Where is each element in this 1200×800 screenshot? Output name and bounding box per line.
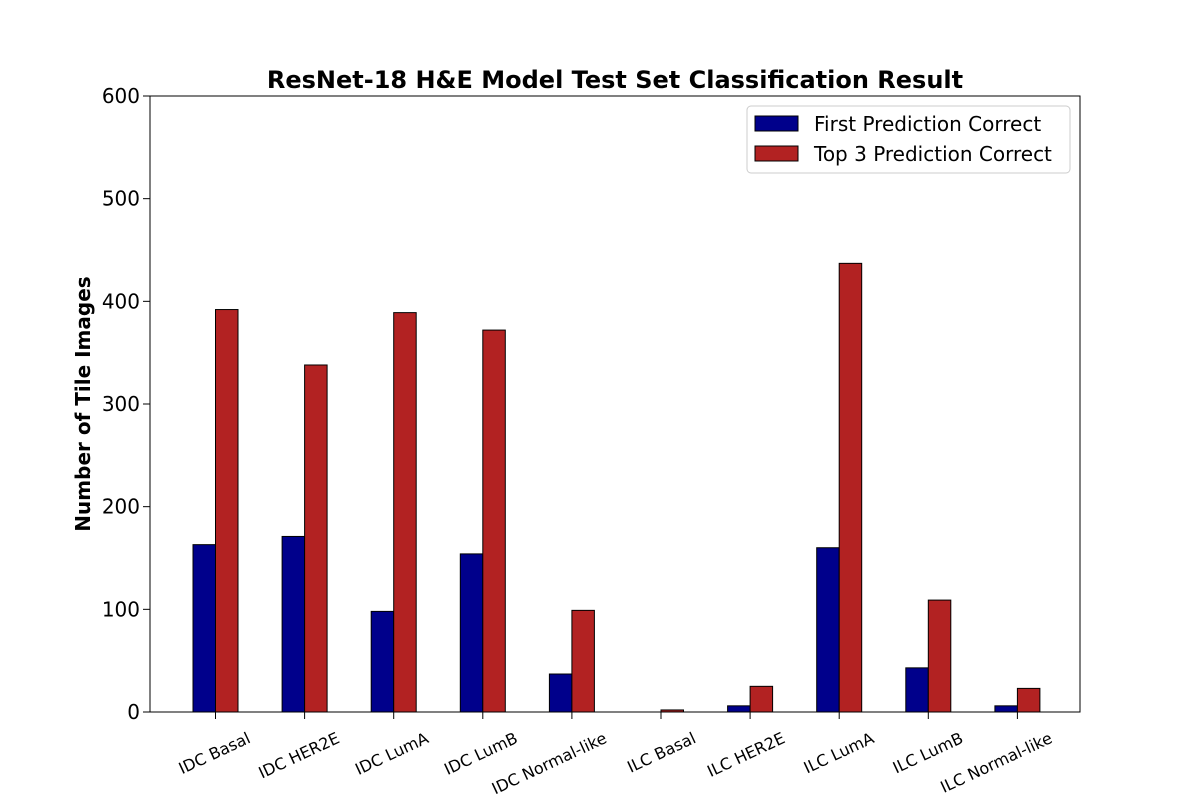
y-tick-label: 200 — [102, 495, 140, 519]
bar-first-prediction — [459, 553, 484, 713]
legend-swatch-top3-prediction — [754, 145, 799, 162]
x-tick-label: ILC HER2E — [704, 728, 788, 780]
bar-top3-prediction — [927, 599, 952, 713]
y-axis-label: Number of Tile Images — [71, 276, 95, 531]
bar-top3-prediction — [1016, 687, 1041, 713]
x-tick-label: ILC Basal — [624, 728, 698, 776]
y-tick-label: 600 — [102, 84, 140, 108]
bar-first-prediction — [816, 547, 840, 713]
bar-top3-prediction — [304, 364, 328, 713]
x-tick-label: ILC LumB — [890, 728, 966, 777]
legend-box — [746, 105, 1071, 174]
x-tick-label: IDC HER2E — [256, 728, 343, 782]
chart-title: ResNet-18 H&E Model Test Set Classificat… — [267, 66, 963, 94]
bar-first-prediction — [281, 535, 306, 713]
y-tick-label: 100 — [102, 597, 140, 621]
bar-first-prediction — [905, 667, 929, 713]
bar-first-prediction — [192, 544, 216, 713]
bar-top3-prediction — [749, 685, 774, 713]
x-tick-label: IDC Basal — [176, 728, 254, 778]
bar-top3-prediction — [482, 329, 506, 713]
legend: First Prediction Correct Top 3 Predictio… — [746, 105, 1071, 174]
bar-first-prediction — [727, 705, 751, 713]
y-axis: 0 100 200 300 400 500 600 — [102, 84, 150, 724]
bar-top3-prediction — [393, 312, 417, 713]
bar-top3-prediction — [215, 309, 239, 713]
y-tick-label: 0 — [127, 700, 140, 724]
bar-first-prediction — [994, 705, 1018, 713]
y-tick-label: 300 — [102, 392, 140, 416]
legend-swatch-first-prediction — [754, 115, 799, 132]
y-tick-label: 400 — [102, 289, 140, 313]
bar-top3-prediction — [571, 609, 595, 713]
legend-label-top3-prediction: Top 3 Prediction Correct — [813, 142, 1052, 166]
bars — [192, 262, 1041, 713]
bar-first-prediction — [548, 673, 573, 713]
x-tick-label: IDC LumA — [352, 728, 431, 778]
bar-top3-prediction — [838, 262, 863, 713]
plot-frame — [149, 95, 1081, 713]
x-tick-label: ILC LumA — [801, 728, 877, 777]
bar-first-prediction — [370, 610, 395, 713]
legend-label-first-prediction: First Prediction Correct — [814, 112, 1041, 136]
y-tick-label: 500 — [102, 187, 140, 211]
